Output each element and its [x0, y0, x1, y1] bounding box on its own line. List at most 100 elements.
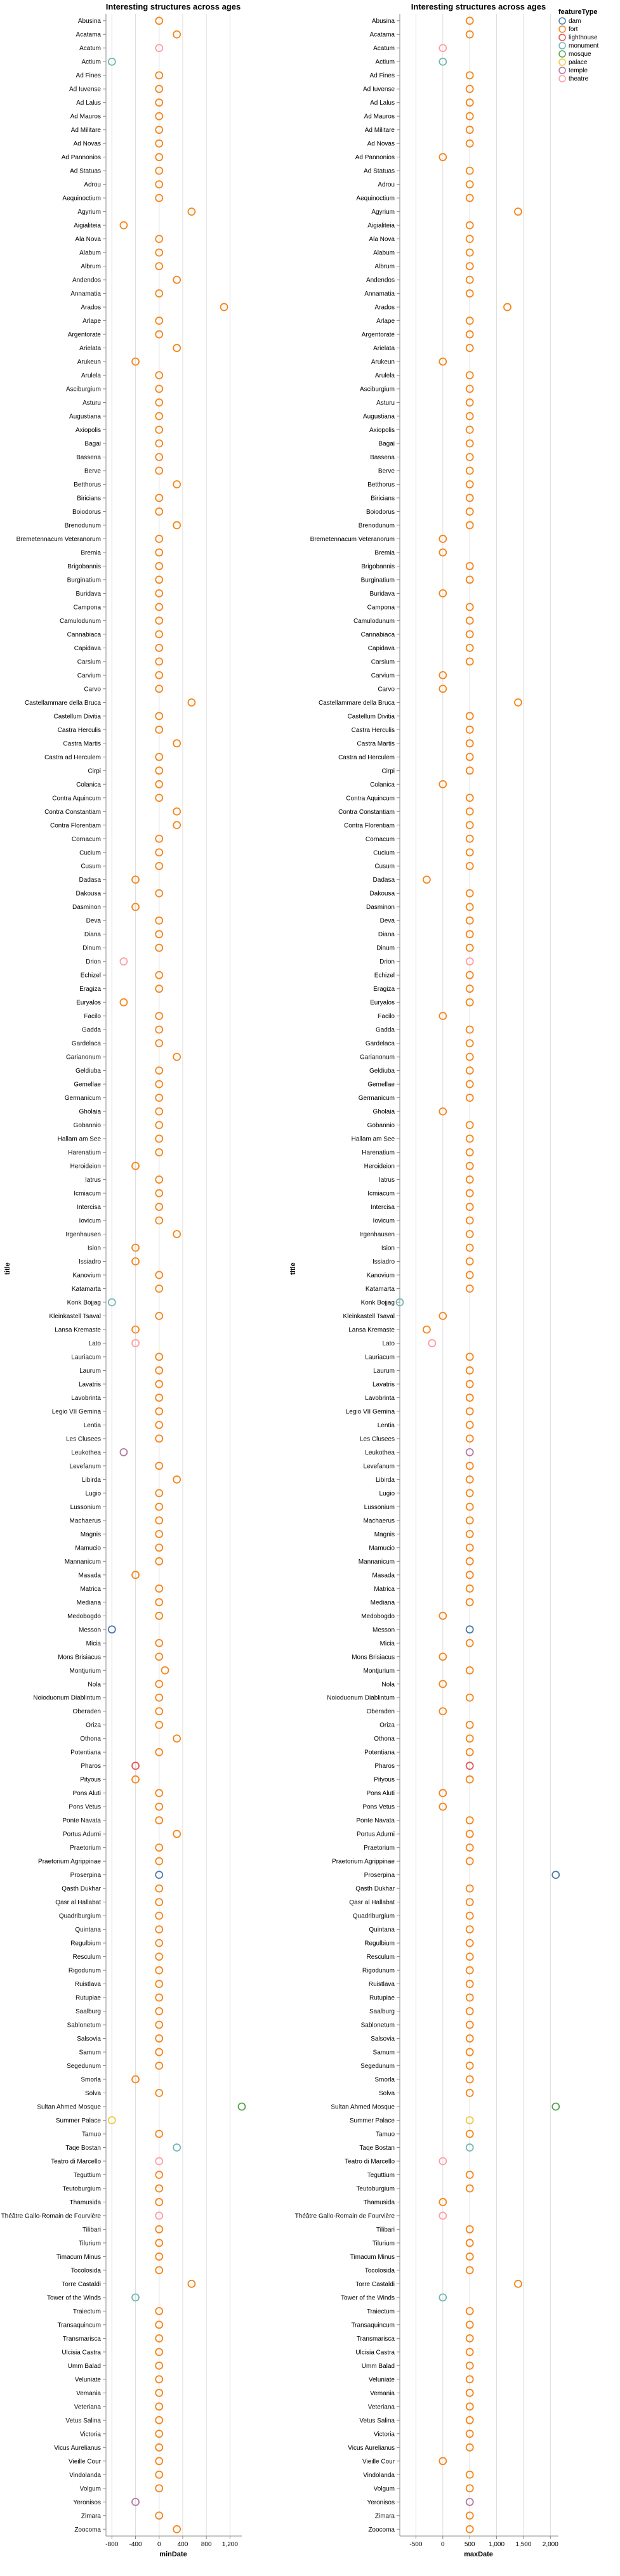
left-point: [155, 1380, 164, 1389]
right-y-tick-label: Carvium: [371, 672, 395, 679]
left-y-tick-label: Issiadro: [79, 1259, 101, 1265]
left-point: [155, 1857, 164, 1866]
left-y-tick-label: Solva: [85, 2090, 101, 2097]
left-y-tick-label: Berve: [84, 467, 102, 474]
right-point: [465, 1394, 474, 1402]
right-y-tick-label: Pons Vetus: [362, 1804, 395, 1811]
right-y-tick-label: Transmarisca: [357, 2336, 395, 2343]
left-point: [155, 2320, 164, 2329]
left-point: [173, 275, 181, 284]
left-point: [155, 248, 164, 257]
left-y-tick-label: Bremia: [81, 549, 101, 556]
left-point: [155, 2252, 164, 2261]
right-y-tick-label: Gholaia: [373, 1109, 395, 1116]
right-point: [465, 807, 474, 816]
left-point: [155, 2171, 164, 2179]
left-point: [155, 2375, 164, 2384]
right-point: [465, 1720, 474, 1729]
right-y-tick-label: Ad Iuvense: [363, 86, 395, 93]
right-y-tick-label: Ad Statuas: [364, 168, 395, 175]
left-point: [155, 453, 164, 461]
left-y-tick-label: Taqe Bostan: [65, 2145, 101, 2152]
right-y-tick-label: Bassena: [370, 454, 395, 461]
left-point: [155, 1652, 164, 1661]
left-point: [131, 1762, 140, 1770]
right-point: [465, 2116, 474, 2124]
left-y-tick-label: Smorla: [81, 2077, 101, 2084]
left-y-tick-label: Vicus Aurelianus: [54, 2445, 101, 2452]
right-point: [465, 2129, 474, 2138]
right-point: [465, 861, 474, 870]
right-y-tick-label: Diana: [378, 931, 395, 938]
right-y-tick-label: Castra Martis: [357, 740, 395, 747]
left-y-tick-label: Lato: [89, 1340, 102, 1347]
right-point: [465, 2143, 474, 2152]
right-y-tick-label: Acatum: [373, 45, 395, 52]
left-y-tick-label: Andendos: [72, 277, 101, 284]
left-y-tick-label: Lauriacum: [71, 1354, 101, 1361]
right-y-tick-label: Saalburg: [369, 2008, 395, 2015]
right-y-tick-label: Quadriburgium: [353, 1913, 395, 1920]
right-point: [465, 1121, 474, 1129]
left-y-tick-label: Irgenhausen: [65, 1231, 101, 1238]
left-y-tick-label: Potentiana: [70, 1749, 101, 1756]
left-y-tick-label: Transmarisca: [63, 2336, 102, 2343]
left-y-tick-label: Contra Constantiam: [44, 809, 101, 816]
right-point: [465, 1666, 474, 1675]
left-point: [155, 1611, 164, 1620]
left-plot-area: -800 -400 0 400 800 1,200 Abusina Acatama Acatum…: [1, 14, 246, 2548]
left-y-tick-label: Heroideion: [70, 1163, 101, 1170]
left-y-tick-label: Laurum: [79, 1368, 101, 1375]
left-point: [155, 1966, 164, 1975]
left-point: [131, 1571, 140, 1579]
right-point: [465, 221, 474, 230]
right-point: [465, 562, 474, 570]
right-y-tick-label: Proserpina: [364, 1872, 395, 1879]
left-point: [173, 807, 181, 816]
right-point: [465, 943, 474, 952]
left-y-tick-label: Teatro di Marcello: [51, 2158, 101, 2165]
left-point: [155, 2443, 164, 2452]
right-y-tick-label: Resculum: [367, 1954, 395, 1961]
left-point: [155, 1189, 164, 1198]
left-point: [155, 153, 164, 162]
right-point: [465, 166, 474, 175]
left-y-tick-label: Montjurium: [70, 1668, 101, 1675]
right-y-tick-label: Quintana: [369, 1926, 395, 1933]
right-y-tick-label: Annamatia: [364, 291, 395, 297]
right-point: [465, 16, 474, 25]
right-y-tick-label: Messon: [373, 1626, 395, 1633]
right-point: [465, 180, 474, 189]
left-y-tick-label: Yeronisos: [73, 2499, 101, 2506]
left-point: [131, 903, 140, 912]
left-y-tick-label: Acatum: [79, 45, 101, 52]
right-point: [465, 112, 474, 121]
left-point: [155, 1312, 164, 1320]
right-point: [465, 426, 474, 434]
left-y-tick-label: Augustiana: [69, 414, 101, 421]
right-point: [439, 589, 447, 598]
left-y-tick-label: Lugio: [86, 1490, 102, 1497]
left-point: [155, 2348, 164, 2357]
left-y-tick-label: Brigobannis: [67, 563, 101, 570]
left-point: [173, 1475, 181, 1484]
right-point: [465, 1857, 474, 1866]
right-y-tick-label: Medobogdo: [361, 1613, 395, 1620]
right-y-tick-label: Othona: [374, 1736, 395, 1742]
right-point: [465, 193, 474, 202]
left-point: [155, 575, 164, 584]
left-point: [155, 1516, 164, 1525]
right-y-tick-label: Abusina: [372, 18, 395, 25]
left-y-tick-label: Harenatium: [68, 1149, 101, 1156]
right-point: [439, 2211, 447, 2220]
right-point: [514, 2279, 522, 2288]
left-y-tick-label: Ad Iuvense: [69, 86, 101, 93]
left-y-tick-label: Samum: [79, 2050, 101, 2056]
right-point: [465, 330, 474, 339]
right-point: [465, 1039, 474, 1048]
right-y-tick-label: Lugio: [379, 1490, 395, 1497]
right-point: [465, 794, 474, 802]
left-point: [155, 1993, 164, 2002]
legend-label-fort: fort: [569, 26, 578, 33]
right-point: [465, 1693, 474, 1702]
